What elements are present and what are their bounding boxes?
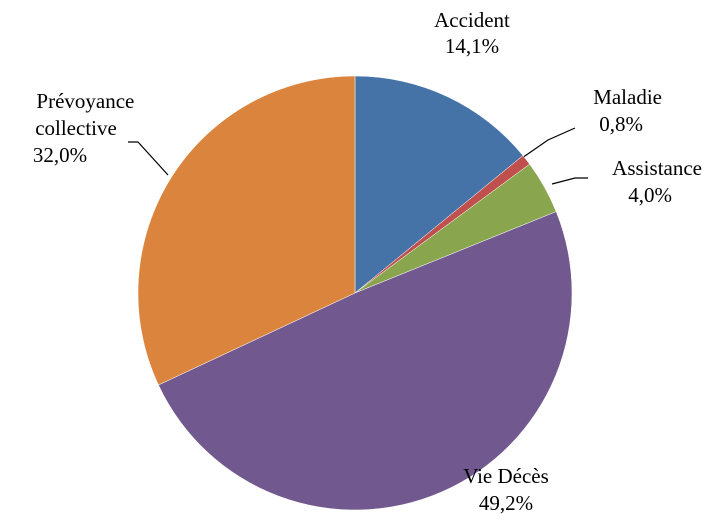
slice-label: Vie Décès	[463, 464, 549, 488]
slice-label: Prévoyance collective	[35, 89, 139, 140]
slice-label: Assistance	[612, 156, 702, 180]
leader-line	[521, 127, 576, 159]
leader-line	[551, 177, 588, 185]
slice-label: Maladie	[593, 85, 662, 109]
leader-line	[128, 141, 169, 176]
data-label: 0,8%	[599, 112, 643, 136]
data-label: 14,1%	[445, 34, 499, 58]
pie-slice	[158, 211, 573, 511]
data-label: 32,0%	[33, 143, 87, 167]
data-label: 4,0%	[628, 183, 672, 207]
data-label: 49,2%	[479, 491, 533, 515]
pie-slice	[354, 75, 524, 294]
slice-label: Accident	[434, 8, 510, 32]
pie-slice	[137, 75, 356, 386]
